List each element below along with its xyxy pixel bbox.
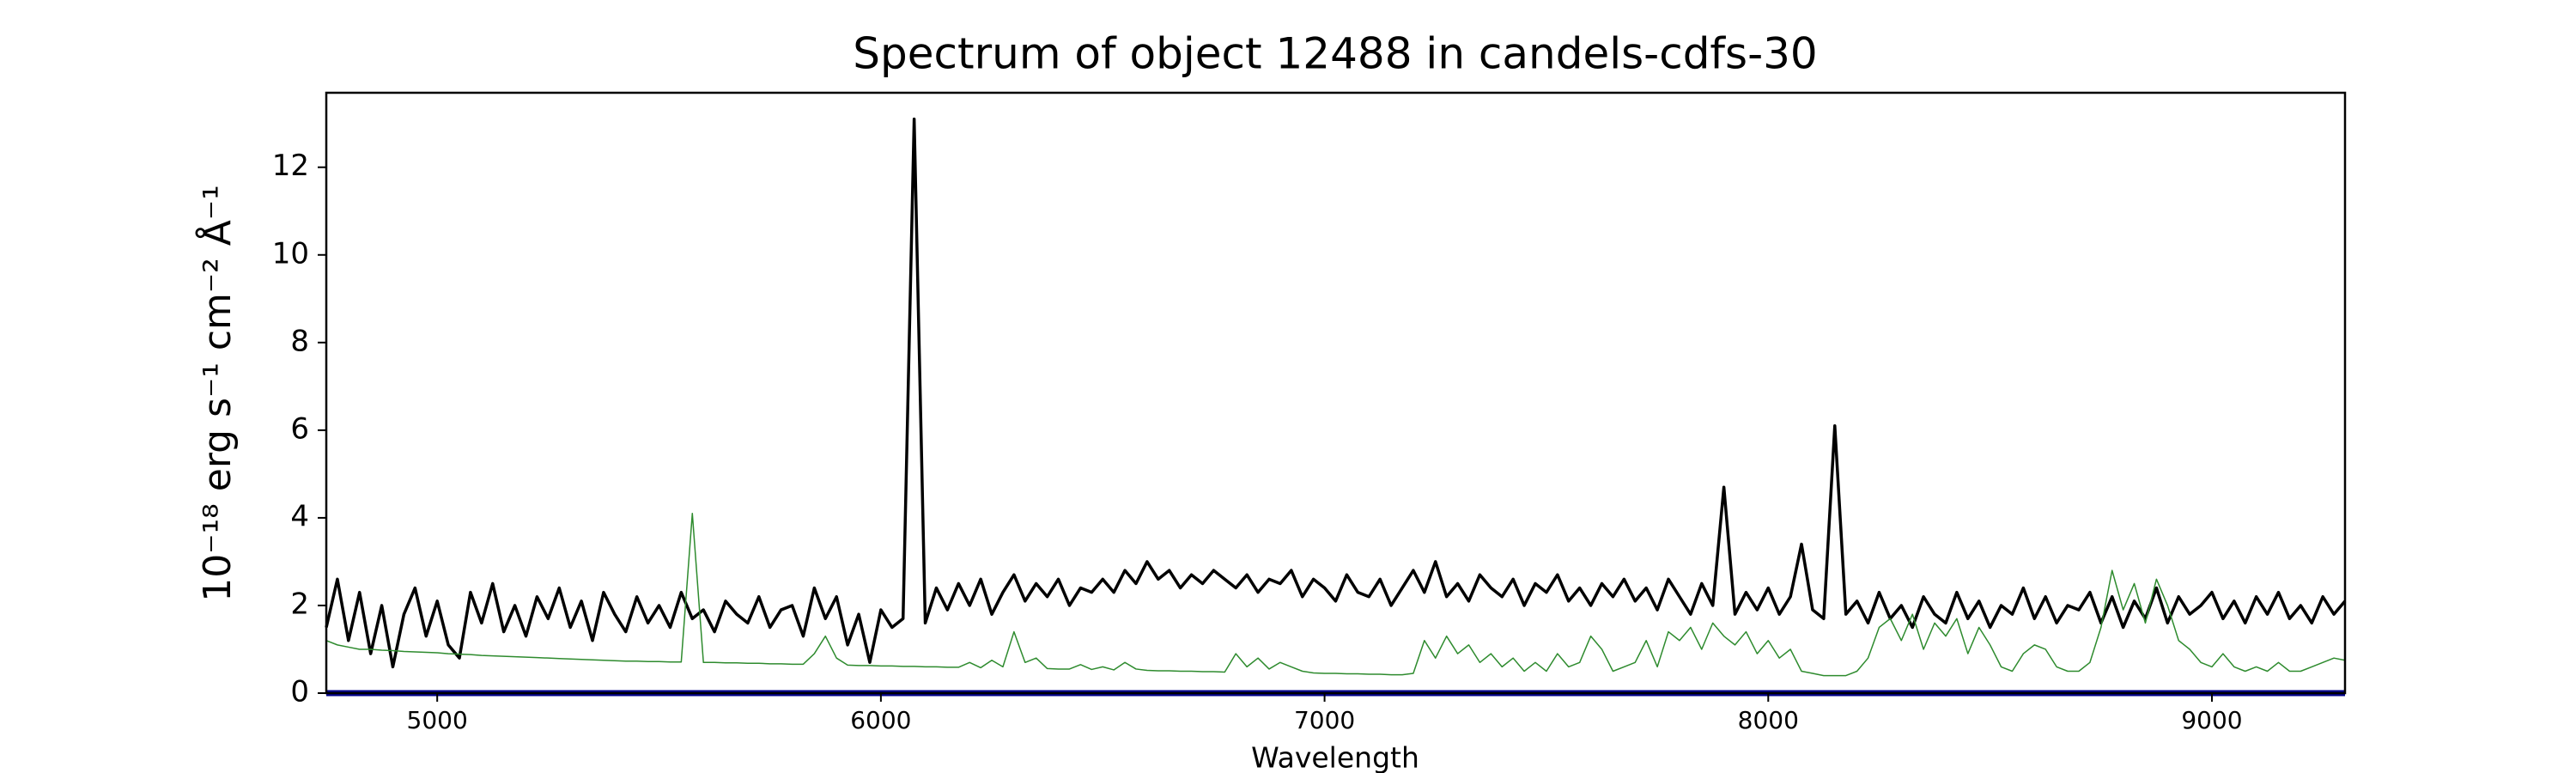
- y-tick-label: 10: [272, 236, 309, 271]
- spectrum-line: [325, 117, 2347, 669]
- y-tick-label: 8: [290, 324, 309, 358]
- x-axis-label: Wavelength: [1251, 741, 1419, 773]
- y-tick-label: 0: [290, 675, 309, 709]
- spectrum-line: [325, 513, 2346, 677]
- plot-frame: [325, 91, 2347, 695]
- x-tick-label: 8000: [1738, 706, 1799, 734]
- y-axis-label: 10⁻¹⁸ erg s⁻¹ cm⁻² Å⁻¹: [194, 185, 240, 601]
- y-tick-label: 2: [290, 587, 309, 621]
- x-tick-label: 6000: [850, 706, 911, 734]
- y-tick-label: 4: [290, 499, 309, 533]
- x-tick-label: 5000: [407, 706, 468, 734]
- y-tick-label: 6: [290, 411, 309, 446]
- x-tick-label: 9000: [2181, 706, 2242, 734]
- x-tick-label: 7000: [1294, 706, 1355, 734]
- chart-title: Spectrum of object 12488 in candels-cdfs…: [853, 29, 1818, 79]
- y-tick-label: 12: [272, 149, 309, 183]
